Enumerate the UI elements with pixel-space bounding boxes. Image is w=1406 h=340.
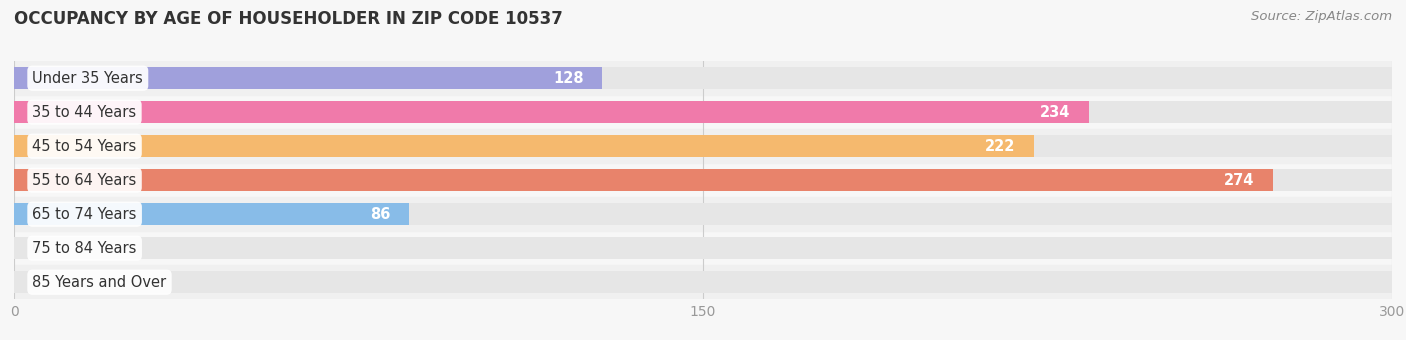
Bar [14, 67, 1392, 89]
Text: 222: 222 [986, 139, 1015, 154]
Text: 85 Years and Over: 85 Years and Over [32, 275, 166, 290]
Bar [14, 135, 1392, 157]
Bar [14, 101, 1088, 123]
Bar [14, 203, 409, 225]
Text: 0: 0 [32, 241, 42, 256]
Text: 55 to 64 Years: 55 to 64 Years [32, 173, 136, 188]
Bar [14, 61, 1392, 95]
Text: 75 to 84 Years: 75 to 84 Years [32, 241, 136, 256]
Bar [14, 271, 1392, 293]
Text: 86: 86 [370, 207, 391, 222]
Bar [14, 237, 1392, 259]
Bar [14, 129, 1392, 163]
Bar [14, 135, 1033, 157]
Bar [14, 265, 1392, 299]
Bar [14, 197, 1392, 231]
Text: 45 to 54 Years: 45 to 54 Years [32, 139, 136, 154]
Text: 35 to 44 Years: 35 to 44 Years [32, 105, 136, 120]
Bar [14, 169, 1392, 191]
Text: Source: ZipAtlas.com: Source: ZipAtlas.com [1251, 10, 1392, 23]
Bar [14, 101, 1392, 123]
Text: 0: 0 [32, 275, 42, 290]
Bar [14, 67, 602, 89]
Text: OCCUPANCY BY AGE OF HOUSEHOLDER IN ZIP CODE 10537: OCCUPANCY BY AGE OF HOUSEHOLDER IN ZIP C… [14, 10, 562, 28]
Text: 234: 234 [1040, 105, 1070, 120]
Bar [14, 169, 1272, 191]
Text: 274: 274 [1223, 173, 1254, 188]
Text: 128: 128 [553, 71, 583, 86]
Text: Under 35 Years: Under 35 Years [32, 71, 143, 86]
Bar [14, 203, 1392, 225]
Text: 65 to 74 Years: 65 to 74 Years [32, 207, 136, 222]
